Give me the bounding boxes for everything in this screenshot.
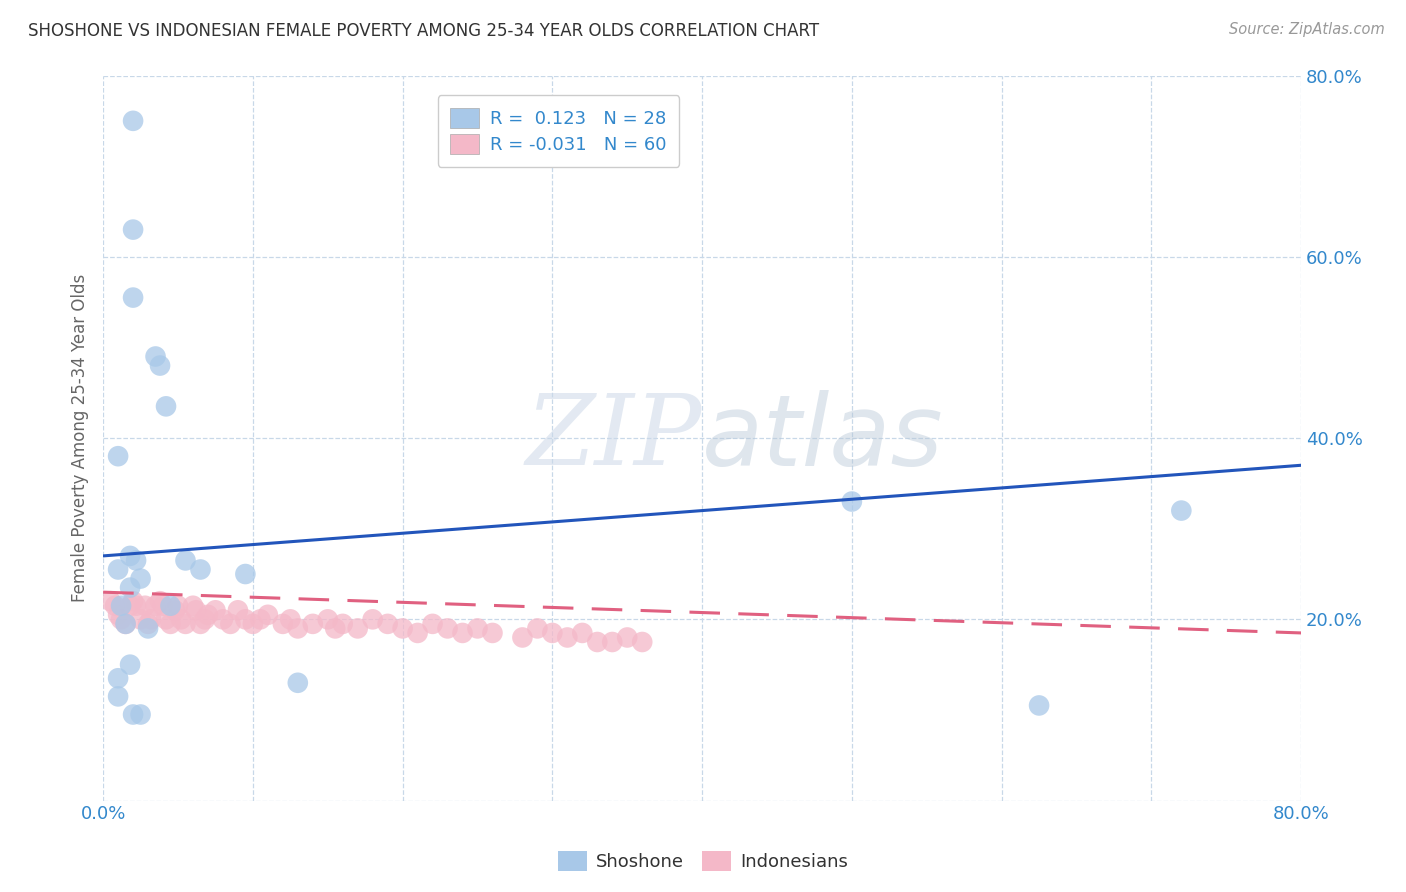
Point <box>114 616 136 631</box>
Point <box>316 612 339 626</box>
Point <box>184 603 207 617</box>
Point <box>190 616 212 631</box>
Point <box>104 599 127 613</box>
Point <box>377 616 399 631</box>
Point <box>257 607 280 622</box>
Point <box>451 626 474 640</box>
Point <box>586 635 609 649</box>
Point <box>600 635 623 649</box>
Point <box>107 562 129 576</box>
Point <box>436 621 458 635</box>
Point <box>120 657 142 672</box>
Point <box>167 599 190 613</box>
Point <box>155 400 177 414</box>
Point <box>120 581 142 595</box>
Point <box>212 612 235 626</box>
Point <box>129 707 152 722</box>
Point <box>122 594 145 608</box>
Point <box>287 621 309 635</box>
Point <box>194 612 217 626</box>
Point <box>136 616 159 631</box>
Text: atlas: atlas <box>702 390 943 486</box>
Point <box>631 635 654 649</box>
Point <box>125 599 148 613</box>
Point <box>122 291 145 305</box>
Point <box>120 599 142 613</box>
Point <box>235 567 257 582</box>
Point <box>174 616 197 631</box>
Point <box>139 612 162 626</box>
Point <box>571 626 593 640</box>
Point <box>190 562 212 576</box>
Point <box>271 616 294 631</box>
Point <box>120 549 142 563</box>
Point <box>323 621 346 635</box>
Point <box>512 631 534 645</box>
Point <box>125 553 148 567</box>
Point <box>332 616 354 631</box>
Point <box>287 675 309 690</box>
Legend: R =  0.123   N = 28, R = -0.031   N = 60: R = 0.123 N = 28, R = -0.031 N = 60 <box>437 95 679 167</box>
Point <box>526 621 548 635</box>
Point <box>204 603 226 617</box>
Text: Source: ZipAtlas.com: Source: ZipAtlas.com <box>1229 22 1385 37</box>
Point <box>361 612 384 626</box>
Point <box>219 616 242 631</box>
Point <box>235 612 257 626</box>
Point <box>114 616 136 631</box>
Text: SHOSHONE VS INDONESIAN FEMALE POVERTY AMONG 25-34 YEAR OLDS CORRELATION CHART: SHOSHONE VS INDONESIAN FEMALE POVERTY AM… <box>28 22 820 40</box>
Point <box>197 607 219 622</box>
Point <box>481 626 503 640</box>
Point <box>107 449 129 463</box>
Point <box>1028 698 1050 713</box>
Point <box>391 621 413 635</box>
Point <box>406 626 429 640</box>
Point <box>159 616 181 631</box>
Point <box>1170 503 1192 517</box>
Point <box>100 594 122 608</box>
Point <box>249 612 271 626</box>
Point <box>170 612 193 626</box>
Point <box>110 599 132 613</box>
Point <box>145 350 167 364</box>
Point <box>422 616 444 631</box>
Point <box>134 599 156 613</box>
Legend: Shoshone, Indonesians: Shoshone, Indonesians <box>551 844 855 879</box>
Point <box>110 612 132 626</box>
Point <box>122 707 145 722</box>
Point <box>145 599 167 613</box>
Point <box>226 603 249 617</box>
Point <box>107 690 129 704</box>
Point <box>155 612 177 626</box>
Point <box>129 612 152 626</box>
Point <box>159 599 181 613</box>
Point <box>163 603 186 617</box>
Point <box>242 616 264 631</box>
Point <box>122 113 145 128</box>
Point <box>136 621 159 635</box>
Point <box>129 572 152 586</box>
Point <box>467 621 489 635</box>
Point <box>107 607 129 622</box>
Point <box>616 631 638 645</box>
Point <box>174 553 197 567</box>
Point <box>841 494 863 508</box>
Point <box>181 599 204 613</box>
Point <box>346 621 368 635</box>
Point <box>541 626 564 640</box>
Point <box>557 631 579 645</box>
Y-axis label: Female Poverty Among 25-34 Year Olds: Female Poverty Among 25-34 Year Olds <box>72 274 89 602</box>
Point <box>107 671 129 685</box>
Point <box>122 222 145 236</box>
Point <box>149 359 172 373</box>
Text: ZIP: ZIP <box>526 391 702 486</box>
Point <box>301 616 323 631</box>
Point <box>152 599 174 613</box>
Point <box>149 594 172 608</box>
Point <box>278 612 301 626</box>
